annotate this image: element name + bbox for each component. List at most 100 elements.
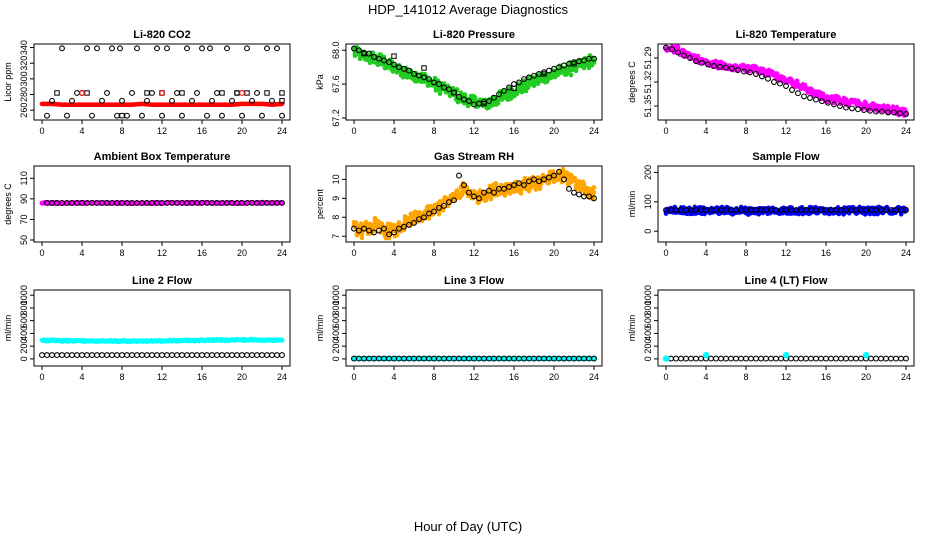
- data-point: [124, 112, 130, 119]
- x-tick-label: 16: [821, 126, 831, 136]
- data-point: [481, 100, 487, 107]
- data-point: [441, 84, 447, 91]
- data-point: [144, 97, 150, 104]
- marks: [39, 336, 285, 359]
- data-point: [84, 90, 90, 96]
- data-point: [855, 106, 861, 113]
- x-tick-label: 16: [821, 248, 831, 258]
- y-tick-label: 200: [643, 165, 653, 180]
- data-point: [401, 223, 407, 230]
- data-point: [421, 65, 427, 71]
- series-avg: [351, 45, 597, 108]
- data-point: [406, 67, 412, 74]
- x-tick-label: 16: [197, 126, 207, 136]
- data-point: [693, 58, 699, 65]
- data-point: [381, 225, 387, 232]
- data-point: [456, 172, 462, 179]
- series-dense: [351, 166, 597, 241]
- data-point: [556, 64, 562, 71]
- data-point: [501, 185, 507, 192]
- series-dense: [351, 44, 597, 111]
- data-point: [885, 109, 891, 116]
- data-point: [244, 45, 250, 52]
- data-point: [229, 97, 235, 104]
- data-point: [571, 61, 577, 67]
- data-point: [735, 67, 741, 73]
- data-point: [461, 182, 467, 189]
- data-point: [239, 112, 245, 119]
- x-tick-label: 24: [589, 248, 599, 258]
- marks: [351, 166, 597, 241]
- data-point: [199, 45, 205, 52]
- y-tick-label: 51.32: [643, 71, 653, 94]
- data-point: [491, 189, 497, 196]
- data-point: [376, 227, 382, 234]
- x-tick-label: 12: [781, 248, 791, 258]
- data-point: [801, 93, 807, 100]
- data-point: [681, 52, 687, 59]
- data-point: [747, 69, 753, 76]
- data-point: [568, 72, 574, 78]
- data-point: [849, 105, 855, 112]
- y-tick-label: 280: [19, 87, 29, 102]
- x-tick-label: 0: [351, 248, 356, 258]
- data-point: [446, 199, 452, 206]
- x-tick-label: 20: [549, 248, 559, 258]
- data-point: [576, 191, 582, 198]
- y-axis-label: kPa: [315, 74, 325, 90]
- data-point: [254, 90, 260, 96]
- data-point: [54, 90, 60, 96]
- data-point: [357, 56, 363, 62]
- series-avg: [351, 168, 597, 238]
- panel-title: Sample Flow: [752, 151, 820, 163]
- data-point: [807, 95, 813, 101]
- data-point: [511, 182, 517, 189]
- data-point: [386, 231, 392, 238]
- data-point: [711, 63, 717, 69]
- x-tick-label: 8: [119, 126, 124, 136]
- y-tick-label: 300: [19, 71, 29, 86]
- x-tick-label: 0: [663, 126, 668, 136]
- data-point: [897, 110, 903, 117]
- y-tick-label: 9: [331, 196, 341, 201]
- x-tick-label: 8: [119, 372, 124, 382]
- series-red_circles: [79, 90, 245, 96]
- data-point: [813, 96, 819, 103]
- data-point: [586, 65, 592, 71]
- data-point: [391, 53, 397, 59]
- data-point: [44, 112, 50, 119]
- data-point: [104, 90, 110, 96]
- data-point: [149, 90, 155, 96]
- data-point: [561, 176, 567, 183]
- x-tick-label: 24: [277, 372, 287, 382]
- data-point: [144, 90, 150, 96]
- data-point: [279, 200, 285, 206]
- marks: [663, 204, 909, 217]
- data-point: [741, 68, 747, 75]
- data-point: [531, 176, 537, 183]
- data-point: [159, 90, 165, 96]
- y-tick-label: 50: [19, 235, 29, 245]
- data-point: [550, 169, 556, 174]
- data-point: [401, 65, 407, 72]
- data-point: [789, 87, 795, 93]
- x-tick-label: 12: [157, 248, 167, 258]
- plot-frame: [33, 43, 291, 121]
- x-tick-label: 20: [861, 248, 871, 258]
- x-tick-label: 0: [663, 248, 668, 258]
- data-point: [556, 168, 562, 175]
- data-point: [516, 79, 522, 86]
- data-point: [411, 71, 417, 77]
- data-point: [189, 97, 195, 104]
- panel-title: Li-820 Temperature: [736, 29, 837, 41]
- data-point: [249, 97, 255, 104]
- x-tick-label: 4: [79, 126, 84, 136]
- data-point: [499, 97, 505, 102]
- y-tick-label: 0: [19, 356, 29, 361]
- series-avg: [44, 45, 285, 119]
- data-point: [723, 64, 729, 71]
